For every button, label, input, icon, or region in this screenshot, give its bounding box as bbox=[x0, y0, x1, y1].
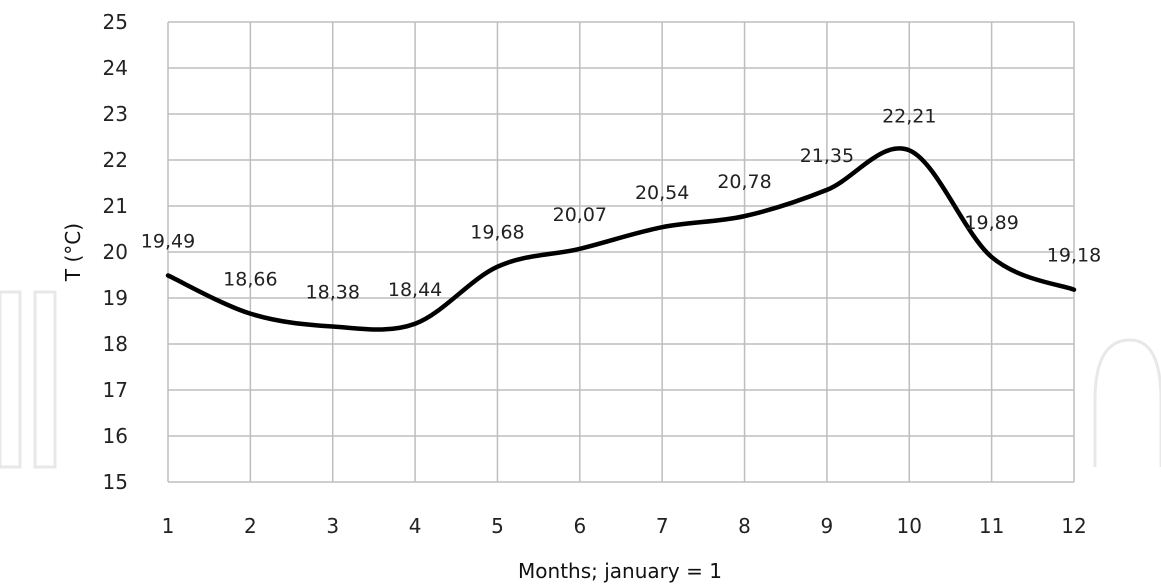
series bbox=[165, 146, 1077, 332]
x-tick-label: 5 bbox=[491, 514, 504, 538]
y-tick-label: 22 bbox=[103, 148, 128, 172]
watermark-logo bbox=[0, 290, 1161, 469]
y-tick-label: 16 bbox=[103, 424, 128, 448]
x-tick-label: 8 bbox=[738, 514, 751, 538]
data-label: 20,07 bbox=[553, 204, 607, 226]
x-tick-label: 11 bbox=[979, 514, 1004, 538]
data-label: 20,54 bbox=[635, 182, 689, 204]
y-tick-label: 15 bbox=[103, 470, 128, 494]
data-label: 20,78 bbox=[717, 171, 771, 193]
y-tick-label: 23 bbox=[103, 102, 128, 126]
temperature-series-line bbox=[165, 146, 1077, 332]
y-tick-label: 19 bbox=[103, 286, 128, 310]
y-tick-label: 20 bbox=[103, 240, 128, 264]
x-tick-label: 10 bbox=[897, 514, 922, 538]
x-tick-label: 1 bbox=[162, 514, 175, 538]
data-label: 19,49 bbox=[141, 230, 195, 252]
data-label: 18,44 bbox=[388, 279, 442, 301]
data-label: 19,68 bbox=[470, 222, 524, 244]
x-axis-title: Months; january = 1 bbox=[518, 559, 722, 583]
x-tick-label: 7 bbox=[656, 514, 669, 538]
y-tick-label: 21 bbox=[103, 194, 128, 218]
y-tick-label: 25 bbox=[103, 10, 128, 34]
x-axis-ticks: 1 2 3 4 5 6 7 8 9 10 11 12 bbox=[162, 514, 1087, 538]
data-label: 22,21 bbox=[882, 105, 936, 127]
y-tick-label: 17 bbox=[103, 378, 128, 402]
x-tick-label: 3 bbox=[326, 514, 339, 538]
data-label: 19,89 bbox=[964, 212, 1018, 234]
x-tick-label: 6 bbox=[573, 514, 586, 538]
data-label: 18,66 bbox=[223, 269, 277, 291]
data-labels: 19,49 18,66 18,38 18,44 19,68 20,07 20,54 20,78… bbox=[141, 105, 1101, 303]
grid bbox=[167, 21, 1075, 483]
y-axis-ticks: 15 16 17 18 19 20 21 22 23 24 25 bbox=[103, 10, 128, 494]
y-tick-label: 18 bbox=[103, 332, 128, 356]
y-tick-label: 24 bbox=[103, 56, 128, 80]
data-label: 21,35 bbox=[800, 145, 854, 167]
x-tick-label: 2 bbox=[244, 514, 257, 538]
data-label: 19,18 bbox=[1047, 245, 1101, 267]
data-label: 18,38 bbox=[306, 282, 360, 304]
y-axis-title: T (°C) bbox=[61, 223, 85, 282]
x-tick-label: 4 bbox=[409, 514, 422, 538]
x-tick-label: 12 bbox=[1061, 514, 1086, 538]
x-tick-label: 9 bbox=[821, 514, 834, 538]
